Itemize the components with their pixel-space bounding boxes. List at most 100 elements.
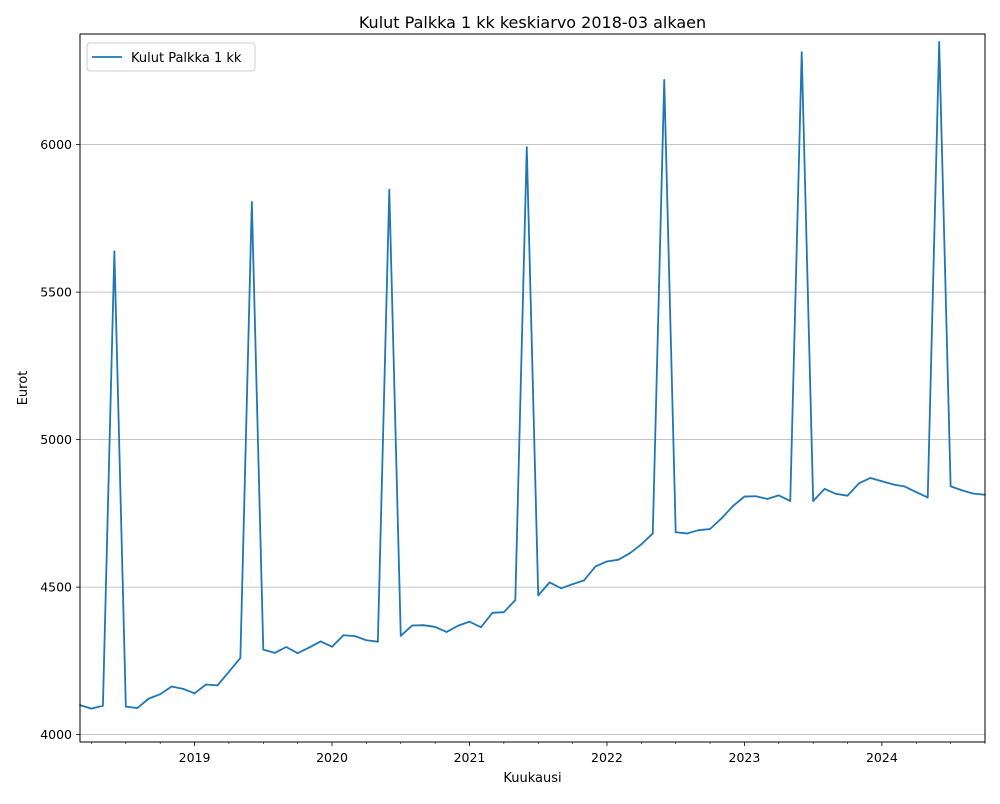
- data-point: [926, 496, 929, 499]
- data-point: [342, 634, 345, 637]
- data-point: [789, 500, 792, 502]
- data-point: [319, 640, 322, 643]
- data-point: [686, 532, 689, 535]
- x-axis-ticks: 2019 2020 2021 2022 2023 2024: [91, 742, 986, 765]
- data-point: [376, 640, 379, 643]
- data-point: [205, 683, 207, 686]
- data-point: [411, 624, 414, 627]
- data-point: [90, 707, 93, 710]
- data-point: [560, 587, 563, 590]
- data-point: [193, 692, 196, 695]
- data-point: [949, 485, 952, 488]
- grid-lines: [80, 144, 985, 736]
- y-tick-label: 6000: [40, 137, 72, 152]
- data-point: [296, 652, 299, 655]
- legend-label: Kulut Palkka 1 kk: [131, 51, 242, 66]
- data-point: [147, 697, 150, 700]
- data-point: [468, 620, 471, 623]
- data-point: [445, 631, 448, 633]
- data-point: [514, 599, 517, 602]
- data-point: [491, 611, 494, 614]
- y-tick-label: 5500: [40, 285, 72, 300]
- data-point: [571, 583, 574, 586]
- data-point: [594, 565, 597, 568]
- data-point: [434, 626, 437, 628]
- data-point: [537, 594, 540, 597]
- data-point: [812, 500, 815, 502]
- y-axis-label: Eurot: [16, 371, 31, 406]
- y-tick-label: 4500: [40, 580, 72, 595]
- data-point: [399, 634, 402, 637]
- data-point: [915, 491, 918, 494]
- x-axis-label: Kuukausi: [503, 771, 561, 786]
- data-point: [159, 693, 162, 696]
- data-point: [124, 705, 127, 708]
- x-tick-label: 2024: [866, 750, 898, 765]
- data-point: [640, 543, 643, 546]
- data-point: [228, 670, 230, 673]
- data-point: [628, 552, 631, 555]
- data-point: [502, 611, 505, 614]
- data-point: [663, 79, 666, 81]
- data-point: [777, 494, 780, 497]
- data-point: [869, 477, 872, 479]
- plot-frame: [79, 33, 986, 743]
- data-point: [182, 688, 185, 690]
- data-point: [422, 624, 425, 627]
- data-point: [617, 558, 620, 561]
- data-point: [800, 51, 803, 54]
- data-point: [239, 657, 242, 659]
- data-point: [881, 480, 883, 483]
- data-point: [136, 707, 139, 709]
- data-point: [732, 505, 734, 507]
- data-point: [457, 624, 459, 627]
- data-point: [308, 646, 311, 649]
- data-point: [250, 201, 253, 204]
- data-point: [525, 146, 528, 149]
- x-tick-label: 2021: [454, 750, 486, 765]
- data-point: [606, 560, 608, 563]
- data-point: [674, 531, 677, 534]
- data-point: [331, 645, 333, 648]
- data-point: [903, 485, 906, 488]
- data-point: [766, 498, 769, 500]
- series-layer: [79, 41, 986, 710]
- x-tick-label: 2020: [316, 750, 348, 765]
- y-tick-label: 5000: [40, 432, 72, 447]
- data-point: [651, 532, 654, 535]
- data-point: [835, 493, 837, 495]
- data-point: [113, 250, 116, 253]
- data-point: [938, 41, 941, 43]
- data-point: [548, 581, 551, 584]
- data-point: [170, 685, 173, 688]
- x-tick-label: 2022: [591, 750, 623, 765]
- data-point: [972, 492, 975, 495]
- data-point: [365, 639, 368, 642]
- data-point: [583, 579, 585, 582]
- series-line-0: [79, 41, 986, 710]
- data-point: [892, 483, 895, 486]
- y-axis-ticks: 4000 4500 5000 5500 6000: [40, 137, 80, 742]
- data-point: [262, 648, 265, 651]
- data-point: [961, 489, 963, 492]
- y-tick-label: 4000: [40, 727, 72, 742]
- data-point: [354, 635, 356, 637]
- data-point: [720, 517, 723, 520]
- legend-box: [86, 42, 256, 72]
- x-tick-label: 2019: [179, 750, 211, 765]
- data-point: [273, 652, 276, 654]
- x-tick-label: 2023: [729, 750, 761, 765]
- legend: Kulut Palkka 1 kk: [86, 42, 256, 72]
- data-point: [102, 704, 104, 707]
- data-point: [823, 487, 826, 490]
- data-point: [697, 529, 700, 532]
- data-point: [846, 494, 849, 497]
- data-point: [388, 188, 391, 191]
- data-point: [858, 482, 860, 485]
- chart-title: Kulut Palkka 1 kk keskiarvo 2018-03 alka…: [359, 13, 706, 32]
- data-point: [480, 626, 482, 629]
- data-point: [709, 528, 711, 530]
- data-point: [754, 495, 757, 498]
